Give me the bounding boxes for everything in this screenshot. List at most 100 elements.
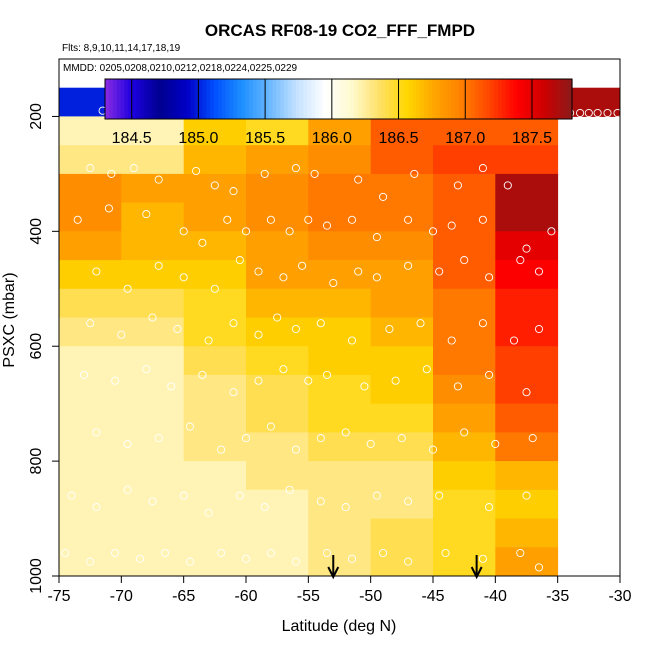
colorbar-swatch [365,79,371,119]
heatmap-cell [308,145,372,175]
colorbar-swatch [268,79,273,119]
colorbar-tick-label: 185.0 [178,130,218,147]
colorbar-swatch [568,79,573,119]
heatmap-cell [370,518,434,548]
heatmap-cell [183,461,247,491]
observation-point [92,503,101,512]
observation-point [485,503,494,512]
observation-point [198,238,207,247]
colorbar-swatch [334,79,340,119]
heatmap-cell [121,374,185,405]
observation-point [460,428,469,437]
flight-arrow-head [470,566,483,580]
colorbar-swatch [342,79,347,119]
observation-point [291,557,300,566]
observation-point [329,278,338,288]
observation-point [73,215,82,224]
observation-point [397,434,406,443]
observation-point [160,548,170,558]
colorbar-swatch [459,79,464,119]
observation-point [210,181,219,190]
colorbar-swatch [264,79,270,119]
heatmap-cell [121,489,185,519]
heatmap-cell [433,260,496,290]
observation-point [603,108,612,118]
heatmap-cell [246,518,309,548]
colorbar-swatch [171,79,176,119]
colorbar-swatch [400,79,406,119]
observation-point [123,284,132,293]
observation-point [316,497,325,506]
colorbar-swatch [307,79,312,119]
colorbar-swatch [529,79,534,119]
observation-point [279,273,288,282]
heatmap-cell [183,547,247,577]
heatmap-cell [495,317,559,347]
observation-point [111,548,120,558]
y-tick-label: 600 [28,333,45,360]
colorbar-swatch [373,79,379,119]
heatmap-cell [183,346,247,376]
heatmap-cell [495,489,559,519]
colorbar-swatch [167,79,172,119]
observation-point [447,221,456,230]
heatmap-cell [246,374,309,405]
colorbar-swatch [213,79,219,119]
heatmap-cell [59,432,122,462]
observation-point [86,164,95,173]
heatmap-cell [183,518,247,548]
observation-point [92,428,101,437]
y-tick-label: 1000 [28,558,45,594]
colorbar-swatch [229,79,235,119]
colorbar-swatch [369,79,375,119]
colorbar-swatch [190,79,196,119]
observation-point [310,169,319,178]
x-tick-label: -70 [110,588,133,605]
colorbar-tick-label: 187.0 [445,130,485,147]
observation-point [254,330,263,339]
colorbar-swatch [482,79,487,119]
y-tick-label: 800 [28,448,45,475]
y-axis-label: PSXC (mbar) [1,272,18,367]
colorbar-swatch [233,79,238,119]
colorbar-swatch [501,79,507,119]
heatmap-cell [370,317,434,347]
heatmap-cell [59,461,122,491]
observation-point [478,164,487,173]
heatmap-cell [121,346,185,376]
observation-point [67,491,76,500]
observation-point [241,554,251,563]
heatmap-cell [121,202,185,232]
colorbar-swatch [311,79,316,119]
observation-point [142,365,151,374]
observation-point [135,554,145,563]
observation-point [179,227,188,236]
colorbar-swatch [299,79,305,119]
heatmap-cell [495,173,559,204]
heatmap-cell [370,374,434,405]
observation-point [441,548,450,558]
colorbar-swatch [357,79,363,119]
observation-point [435,267,444,276]
observation-point [304,215,313,224]
colorbar-swatch [182,79,188,119]
flight-arrow [327,555,340,580]
colorbar-swatch [513,79,519,119]
x-axis: -75 -70 -65 -60 -55 -50 -45 -40 -35 -30 [47,575,632,605]
heatmap-cell [370,461,434,491]
heatmap-cell [495,202,559,232]
observation-point [291,164,300,173]
colorbar-swatch [132,79,137,119]
heatmap-cell [495,403,559,433]
heatmap-cell [246,547,309,577]
heatmap-cell [246,432,309,462]
heatmap-cell [246,202,309,232]
heatmap-cell [59,489,122,519]
flight-arrow [470,555,483,580]
observation-point [148,313,157,322]
observation-point [179,273,188,282]
heatmap-cell [433,202,496,232]
observation-point [491,439,500,448]
colorbar-swatch [198,79,203,119]
colorbar-swatch [256,79,262,119]
